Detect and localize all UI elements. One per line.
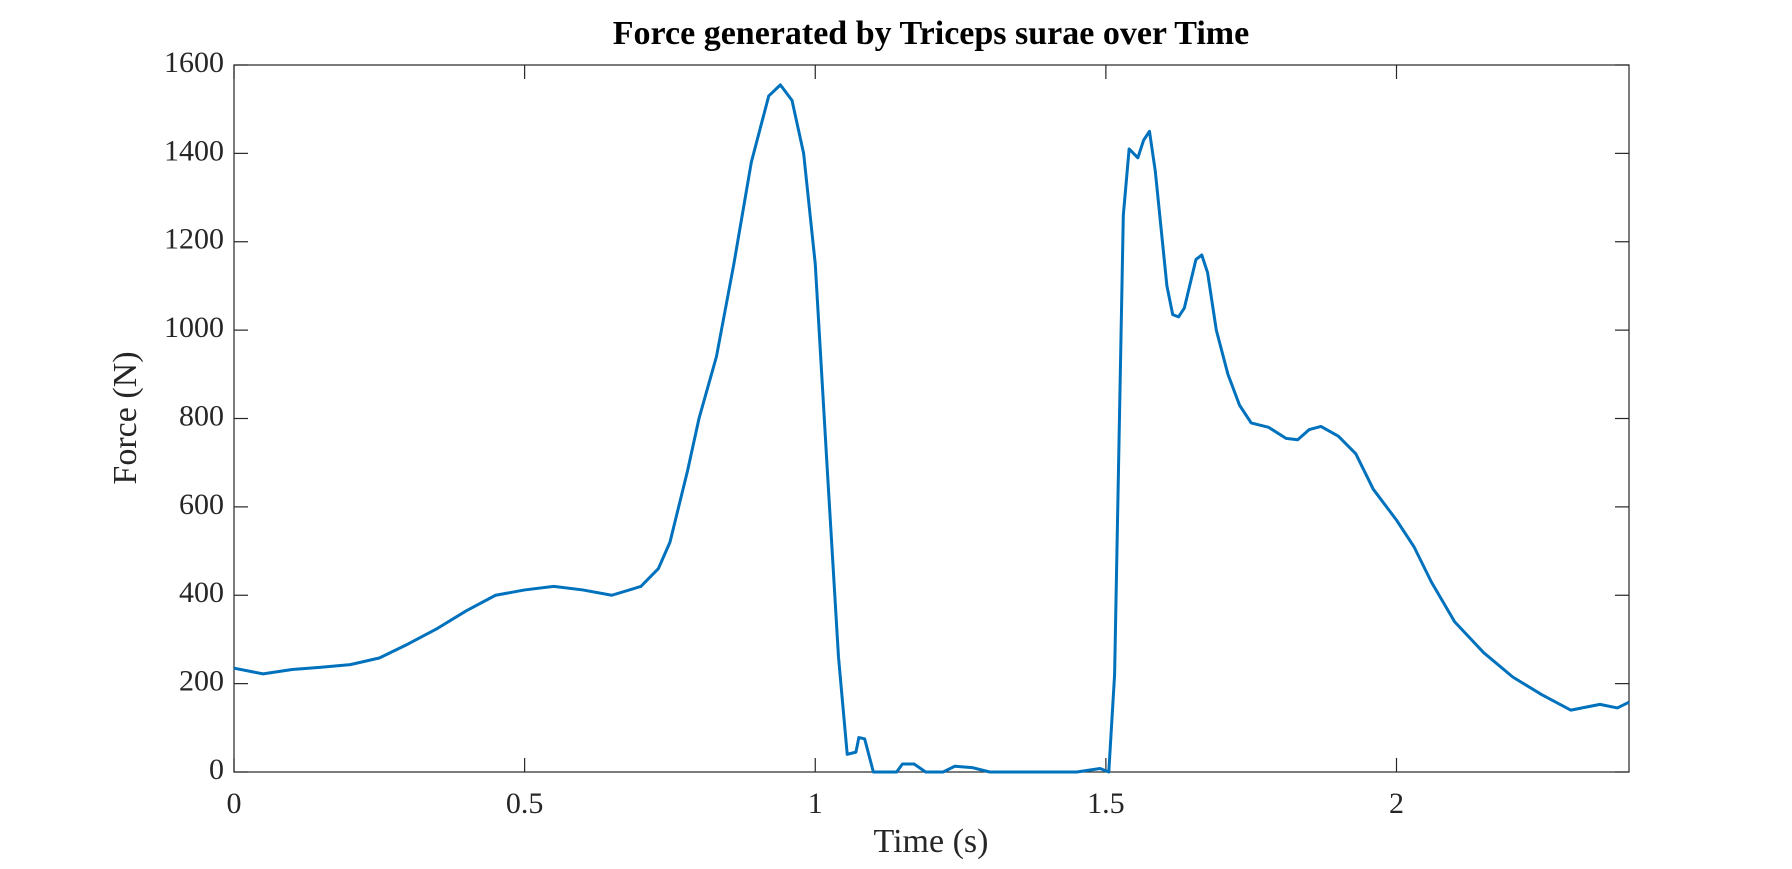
x-tick-label: 0 bbox=[227, 787, 242, 820]
x-tick-label: 0.5 bbox=[506, 787, 544, 820]
y-axis-label: Force (N) bbox=[107, 351, 144, 484]
y-tick-label: 800 bbox=[179, 399, 224, 432]
y-tick-label: 1000 bbox=[164, 311, 224, 344]
y-tick-label: 400 bbox=[179, 576, 224, 609]
y-tick-label: 0 bbox=[209, 753, 224, 786]
data-line bbox=[233, 83, 1630, 774]
x-tick-label: 2 bbox=[1389, 787, 1404, 820]
x-axis-label: Time (s) bbox=[874, 823, 989, 860]
chart-title: Force generated by Triceps surae over Ti… bbox=[613, 15, 1249, 52]
y-tick-label: 1400 bbox=[164, 134, 224, 167]
x-tick-label: 1 bbox=[808, 787, 823, 820]
y-tick-label: 600 bbox=[179, 488, 224, 521]
x-tick-label: 1.5 bbox=[1087, 787, 1125, 820]
y-tick-label: 1600 bbox=[164, 46, 224, 79]
y-tick-label: 200 bbox=[179, 665, 224, 698]
y-tick-label: 1200 bbox=[164, 223, 224, 256]
plot-area bbox=[233, 64, 1630, 773]
